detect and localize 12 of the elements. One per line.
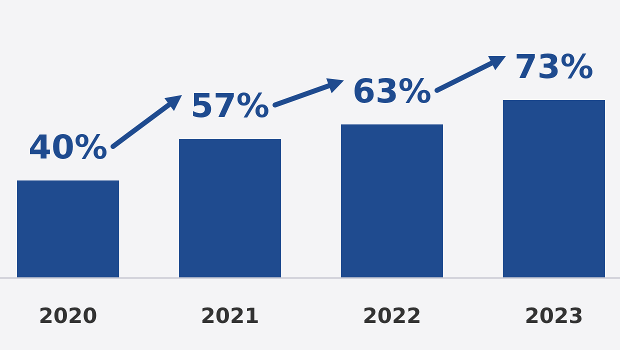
x-tick-label: 2022 bbox=[362, 304, 422, 328]
x-tick-label: 2023 bbox=[524, 304, 584, 328]
data-label: 57% bbox=[190, 86, 270, 126]
bar bbox=[178, 139, 282, 278]
x-tick-label: 2020 bbox=[38, 304, 98, 328]
bar bbox=[340, 124, 444, 278]
data-label: 40% bbox=[28, 127, 108, 166]
bar bbox=[17, 180, 120, 278]
data-label: 63% bbox=[352, 71, 432, 110]
x-tick-label: 2021 bbox=[200, 304, 260, 328]
bar bbox=[502, 100, 605, 278]
data-label: 73% bbox=[514, 47, 594, 86]
